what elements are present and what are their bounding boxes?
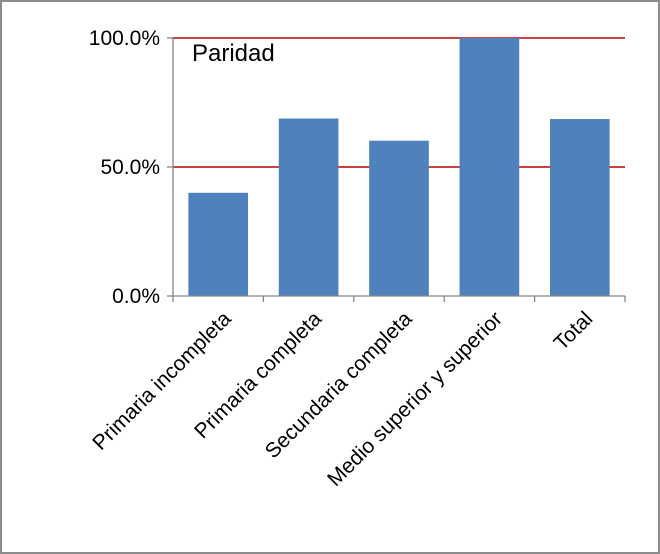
y-tick-label: 0.0% xyxy=(112,285,160,308)
bar-secundaria-completa xyxy=(369,140,429,296)
axes xyxy=(167,37,626,302)
x-tick-label: Secundaria completa xyxy=(261,307,417,463)
bar-total xyxy=(549,119,610,297)
bar-primaria-completa xyxy=(278,118,339,296)
bar-medio-superior-y-superior xyxy=(459,38,520,296)
y-tick-label: 50.0% xyxy=(100,156,160,179)
x-tick-label: Medio superior y superior xyxy=(323,307,507,491)
bars xyxy=(188,38,610,297)
y-tick-labels: 0.0% 50.0% 100.0% xyxy=(89,27,160,308)
paridad-annotation: Paridad xyxy=(192,40,275,67)
bar-primaria-incompleta xyxy=(188,192,249,296)
x-tick-label: Total xyxy=(550,307,598,355)
y-tick-label: 100.0% xyxy=(89,27,160,50)
